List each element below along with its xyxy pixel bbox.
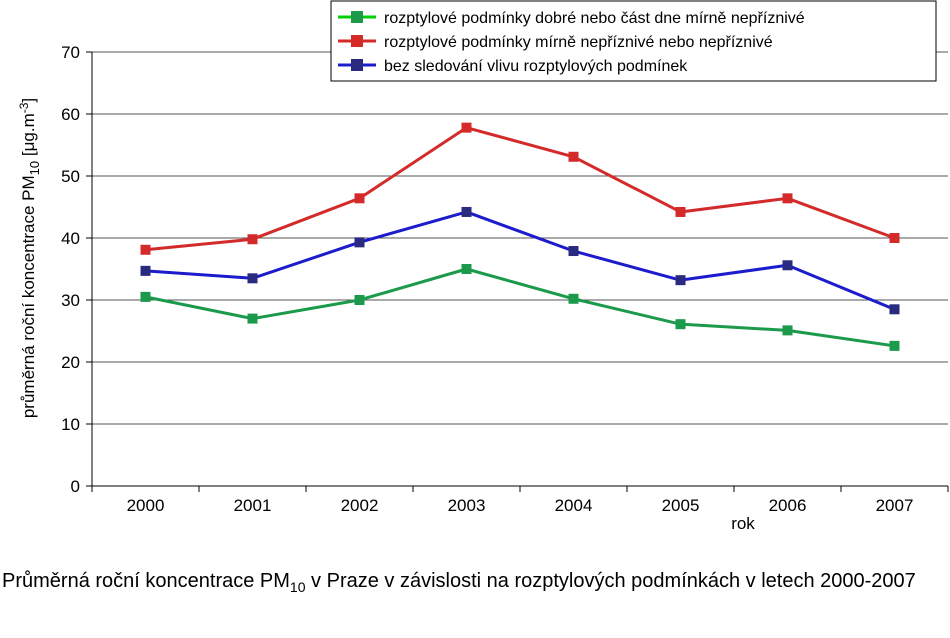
data-point	[247, 313, 258, 324]
data-point	[461, 264, 472, 274]
y-tick-labels: 0 10 20 30 40 50 60 70	[61, 43, 80, 496]
legend-label: rozptylové podmínky mírně nepříznivé neb…	[384, 34, 773, 51]
data-point	[675, 206, 686, 217]
y-tick-label: 20	[61, 353, 80, 372]
data-point	[568, 246, 579, 257]
y-tick-label: 30	[61, 291, 80, 310]
figure-caption: Průměrná roční koncentrace PM10 v Praze …	[2, 570, 916, 595]
gridlines	[92, 51, 948, 425]
series-line	[145, 210, 896, 311]
line-chart: 0 10 20 30 40 50 60 70 2000 2001 2002 2003 2004 2005…	[17, 0, 949, 533]
data-point	[782, 325, 793, 336]
data-point	[140, 244, 151, 255]
x-tick-labels: 2000 2001 2002 2003 2004 2005 2006 2007	[127, 496, 914, 515]
series-2	[140, 122, 900, 255]
legend-marker	[351, 11, 363, 23]
data-point	[461, 206, 472, 217]
x-tick-label: 2003	[448, 496, 486, 515]
series-1	[140, 264, 900, 351]
legend-marker	[351, 59, 363, 71]
data-point	[889, 340, 900, 351]
data-point	[354, 295, 365, 305]
legend-label: rozptylové podmínky dobré nebo část dne …	[384, 10, 805, 27]
data-point	[782, 260, 793, 271]
legend: rozptylové podmínky dobré nebo část dne …	[330, 0, 937, 82]
data-point	[675, 319, 686, 330]
data-point	[247, 273, 258, 284]
x-tick-label: 2007	[876, 496, 914, 515]
y-tick-label: 10	[61, 415, 80, 434]
data-point	[675, 275, 686, 286]
y-tick-label: 0	[71, 477, 80, 496]
x-tick-label: 2001	[234, 496, 272, 515]
x-tick-label: 2000	[127, 496, 165, 515]
data-point	[140, 265, 151, 276]
x-tick-label: 2004	[555, 496, 593, 515]
x-tick-label: 2005	[662, 496, 700, 515]
data-point	[354, 193, 365, 204]
x-axis-title: rok	[731, 514, 755, 533]
data-point	[354, 237, 365, 248]
y-tick-label: 70	[61, 43, 80, 62]
y-axis-title: průměrná roční koncentrace PM10 [μg.m-3]	[17, 98, 42, 418]
y-tick-label: 50	[61, 167, 80, 186]
x-tick-label: 2006	[769, 496, 807, 515]
data-point	[247, 234, 258, 245]
y-tick-label: 60	[61, 105, 80, 124]
axes	[86, 51, 949, 492]
data-point	[782, 193, 793, 204]
data-point	[461, 122, 472, 133]
data-point	[568, 151, 579, 162]
legend-box	[330, 0, 937, 82]
series-line	[145, 267, 895, 348]
y-tick-label: 40	[61, 229, 80, 248]
series-line	[145, 126, 896, 252]
data-point	[889, 233, 900, 243]
data-point	[140, 291, 151, 302]
data-point	[889, 304, 900, 315]
series-lines	[140, 122, 900, 351]
data-point	[568, 293, 579, 304]
legend-label: bez sledování vlivu rozptylových podmíne…	[384, 58, 688, 75]
legend-marker	[351, 35, 363, 47]
series-3	[140, 206, 900, 315]
x-tick-label: 2002	[341, 496, 379, 515]
